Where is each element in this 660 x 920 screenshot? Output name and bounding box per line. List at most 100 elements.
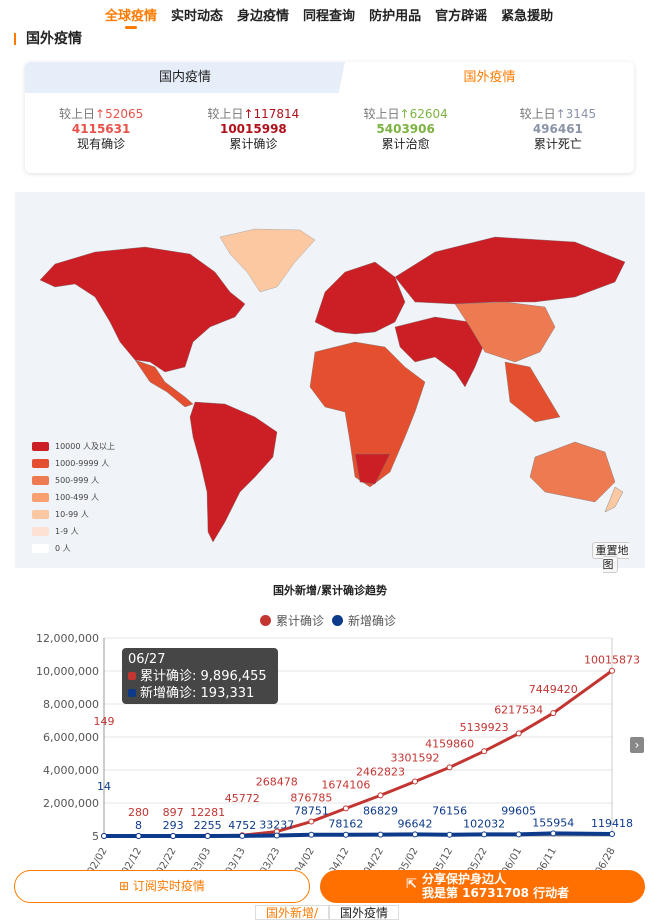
data-label: 119418: [591, 817, 633, 830]
bookmark-icon: ⊞: [119, 879, 133, 893]
stat-value: 4115631: [71, 122, 131, 136]
world-map[interactable]: 10000 人及以上 1000-9999 人 500-999 人 100-499 人 1…: [15, 192, 645, 573]
subscribe-label: 订阅实时疫情: [132, 879, 205, 893]
map-svg: [39, 228, 626, 543]
map-legend-item[interactable]: 0 人: [32, 540, 115, 557]
map-legend-item[interactable]: 100-499 人: [32, 489, 115, 506]
data-label: 14: [97, 780, 111, 793]
tooltip-value: 9,896,455: [200, 669, 267, 684]
data-label: 96642: [398, 817, 433, 830]
china[interactable]: [454, 301, 556, 363]
stat-item: 较上日↑62604 5403906 累计治愈: [330, 107, 482, 152]
data-point: [481, 748, 488, 755]
delta-value: ↑3145: [555, 107, 597, 121]
map-legend-item[interactable]: 10-99 人: [32, 506, 115, 523]
legend-label: 新增确诊: [348, 614, 397, 628]
reset-map-button[interactable]: 重置地图: [585, 542, 635, 573]
y-tick-label: 10,000,000: [36, 665, 99, 678]
share-button[interactable]: ⇱ 分享保护身边人 我是第 16731708 行动者: [320, 870, 645, 903]
tab-international[interactable]: 国外疫情: [463, 70, 516, 85]
bottom-tab-new[interactable]: 国外新增/: [255, 905, 330, 920]
data-point: [550, 710, 557, 717]
data-label: 10015873: [584, 654, 640, 667]
data-label: 76156: [432, 805, 467, 818]
nav-nearby[interactable]: 身边疫情: [237, 9, 290, 24]
central-america[interactable]: [134, 359, 194, 408]
nav-supplies[interactable]: 防护用品: [369, 9, 422, 24]
tooltip-label: 累计确诊: [140, 669, 193, 684]
southern-africa[interactable]: [354, 453, 391, 485]
x-tick-label: 06/01: [500, 846, 524, 870]
legend-dot-icon: [260, 615, 271, 626]
legend-cumulative[interactable]: 累计确诊: [260, 612, 324, 629]
data-label: 149: [94, 715, 115, 728]
data-label: 876785: [290, 792, 332, 805]
data-label: 1674106: [321, 778, 370, 791]
map-legend-item[interactable]: 500-999 人: [32, 472, 115, 489]
data-label: 2462823: [356, 765, 405, 778]
x-tick-label: 06/28: [594, 846, 618, 870]
data-point: [446, 831, 453, 838]
greenland[interactable]: [219, 228, 316, 293]
new-zealand[interactable]: [604, 486, 624, 513]
middle-east-india[interactable]: [394, 316, 486, 388]
russia[interactable]: [394, 236, 626, 305]
data-point: [273, 832, 280, 839]
data-point: [609, 667, 615, 674]
x-tick-label: 06/11: [535, 846, 559, 870]
north-america[interactable]: [39, 246, 246, 373]
trend-chart[interactable]: 5 2,000,000 4,000,000 6,000,000 8,000,000 10,…: [0, 630, 660, 870]
nav-rumors[interactable]: 官方辟谣: [435, 9, 488, 24]
y-tick-label: 5: [92, 830, 99, 843]
bottom-tab-intl[interactable]: 国外疫情: [329, 905, 400, 920]
data-label: 8: [135, 819, 142, 832]
map-legend-item[interactable]: 10000 人及以上: [32, 438, 115, 455]
stats-row: 较上日↑52065 4115631 现有确诊 较上日↑117814 100159…: [25, 107, 634, 152]
europe[interactable]: [314, 261, 406, 335]
subscribe-button[interactable]: ⊞ 订阅实时疫情: [14, 870, 310, 903]
nav-realtime[interactable]: 实时动态: [171, 9, 224, 24]
nav-aid[interactable]: 紧急援助: [501, 9, 554, 24]
legend-swatch: [32, 493, 49, 502]
map-legend-item[interactable]: 1-9 人: [32, 523, 115, 540]
data-label: 12281: [190, 806, 225, 819]
legend-text: 500-999 人: [55, 476, 99, 485]
y-tick-label: 6,000,000: [43, 731, 99, 744]
southeast-asia[interactable]: [504, 361, 561, 423]
africa[interactable]: [309, 341, 426, 488]
x-tick-label: 03/13: [224, 846, 248, 870]
map-legend-item[interactable]: 1000-9999 人: [32, 455, 115, 472]
chevron-right-icon[interactable]: ›: [630, 737, 644, 753]
legend-new[interactable]: 新增确诊: [332, 612, 396, 629]
legend-label: 累计确诊: [276, 614, 325, 628]
data-label: 4159860: [425, 737, 474, 750]
share-icon: ⇱: [406, 877, 417, 892]
data-label: 4752: [228, 819, 256, 832]
x-tick-label: 05/22: [466, 846, 490, 870]
legend-text: 1-9 人: [55, 527, 79, 536]
australia[interactable]: [529, 441, 616, 503]
data-label: 6217534: [494, 703, 543, 716]
legend-text: 10-99 人: [55, 510, 89, 519]
x-tick-label: 04/02: [293, 846, 317, 870]
data-point: [481, 831, 488, 838]
south-america[interactable]: [189, 401, 278, 543]
data-point: [308, 831, 315, 838]
data-point: [515, 730, 522, 737]
data-label: 102032: [463, 817, 505, 830]
stat-delta: 较上日↑52065: [25, 107, 177, 122]
stat-value: 496461: [532, 122, 583, 136]
reset-map-label[interactable]: 重置地图: [591, 542, 629, 573]
data-label: 280: [128, 806, 149, 819]
nav-global[interactable]: 全球疫情: [105, 5, 157, 29]
data-point: [101, 832, 107, 839]
stat-item: 较上日↑52065 4115631 现有确诊: [25, 107, 177, 152]
section-title: 国外疫情: [14, 32, 82, 46]
tab-domestic[interactable]: 国内疫情: [25, 62, 345, 93]
nav-trip[interactable]: 同程查询: [303, 9, 356, 24]
top-nav: 全球疫情 实时动态 身边疫情 同程查询 防护用品 官方辟谣 紧急援助: [105, 5, 554, 29]
delta-label: 较上日: [519, 107, 556, 121]
y-tick-label: 8,000,000: [43, 698, 99, 711]
stat-item: 较上日↑117814 10015998 累计确诊: [177, 107, 329, 152]
data-point: [204, 832, 211, 839]
